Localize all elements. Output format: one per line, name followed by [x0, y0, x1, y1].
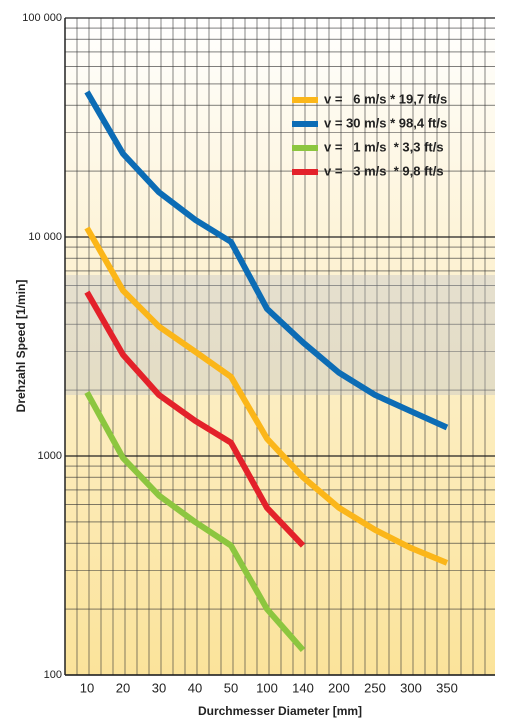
y-tick-label: 10 000: [28, 231, 62, 243]
x-tick-label: 30: [152, 680, 166, 695]
legend-label: v = 3 m/s * 9,8 ft/s: [324, 163, 444, 178]
series-line: [84, 391, 306, 653]
y-tick-label: 1000: [38, 450, 62, 462]
plot-area: [65, 18, 495, 675]
series-line: [84, 90, 449, 431]
x-axis-label: Durchmesser Diameter [mm]: [198, 704, 362, 718]
background-image: [65, 275, 495, 395]
x-tick-label: 200: [328, 680, 350, 695]
x-tick-label: 140: [292, 680, 314, 695]
x-tick-label: 20: [116, 680, 130, 695]
x-tick-label: 100: [256, 680, 278, 695]
y-axis-label: Drehzahl Speed [1/min]: [14, 280, 28, 413]
series-line: [84, 290, 306, 548]
y-tick-label: 100: [44, 669, 62, 681]
series-line: [84, 226, 449, 566]
x-tick-label: 350: [436, 680, 458, 695]
x-tick-label: 10: [80, 680, 94, 695]
legend-label: v = 1 m/s * 3,3 ft/s: [324, 139, 444, 154]
legend-label: v = 30 m/s * 98,4 ft/s: [324, 115, 447, 130]
minor-grid: [65, 18, 495, 675]
x-tick-label: 50: [224, 680, 238, 695]
legend-label: v = 6 m/s * 19,7 ft/s: [324, 91, 447, 106]
x-tick-label: 250: [364, 680, 386, 695]
x-tick-label: 40: [188, 680, 202, 695]
x-tick-label: 300: [400, 680, 422, 695]
y-tick-label: 100 000: [22, 12, 62, 24]
